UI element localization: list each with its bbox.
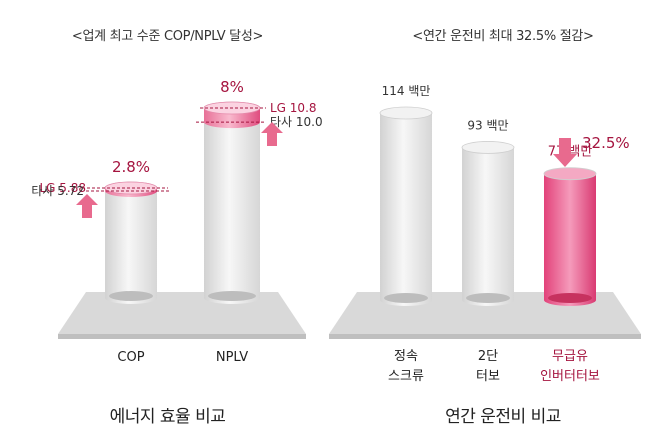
up-arrow-nplv	[261, 122, 283, 146]
improvement-label-cop: 2.8%	[112, 158, 150, 176]
efficiency-chart-caption: 에너지 효율 비교	[109, 407, 226, 427]
bar-base-shadow	[548, 293, 592, 303]
efficiency-platform	[58, 292, 306, 334]
x-tick-two-stage-turbo-line-2: 터보	[476, 369, 500, 384]
cost-bar-fixed-speed-screw	[379, 106, 433, 306]
x-tick-cop: COP	[117, 350, 144, 365]
down-arrow-reduction	[553, 138, 577, 167]
bar-base-shadow	[208, 291, 256, 301]
operating-cost-chart-title: <연간 운전비 최대 32.5% 절감>	[412, 29, 594, 44]
cost-bar-oil-free-inverter-turbo	[543, 167, 597, 306]
cost-value-label-two-stage-turbo: 93 백만	[467, 118, 508, 132]
cost-bar-two-stage-turbo	[461, 141, 515, 306]
up-arrow-cop	[76, 194, 98, 218]
improvement-label-nplv: 8%	[220, 78, 244, 96]
bar-base-shadow	[384, 293, 428, 303]
x-tick-fixed-speed-screw-line-1: 정속	[394, 349, 418, 364]
lg-value-label-cop: LG 5.88	[39, 181, 86, 195]
x-tick-oil-free-inverter-turbo-line-1: 무급유	[552, 349, 588, 364]
lg-bar-nplv	[203, 101, 261, 304]
x-tick-oil-free-inverter-turbo-line-2: 인버터터보	[540, 369, 600, 384]
x-tick-fixed-speed-screw-line-2: 스크류	[388, 369, 424, 384]
x-tick-nplv: NPLV	[216, 350, 248, 365]
x-tick-two-stage-turbo-line-1: 2단	[478, 349, 498, 364]
lg-bar-cop	[104, 181, 158, 304]
bar-base-shadow	[466, 293, 510, 303]
competitor-value-label-cop: 타사 5.72	[31, 184, 84, 198]
reduction-label: 32.5%	[582, 134, 630, 152]
bar-base-shadow	[109, 291, 153, 301]
cost-value-label-fixed-speed-screw: 114 백만	[382, 84, 431, 98]
lg-value-label-nplv: LG 10.8	[270, 101, 317, 115]
efficiency-panel: <업계 최고 수준 COP/NPLV 달성> LG 5.88 타사 5.72 2.8…	[0, 0, 335, 447]
operating-cost-chart-caption: 연간 운전비 비교	[445, 407, 561, 427]
efficiency-chart-title: <업계 최고 수준 COP/NPLV 달성>	[71, 29, 264, 44]
competitor-value-label-nplv: 타사 10.0	[270, 115, 323, 129]
